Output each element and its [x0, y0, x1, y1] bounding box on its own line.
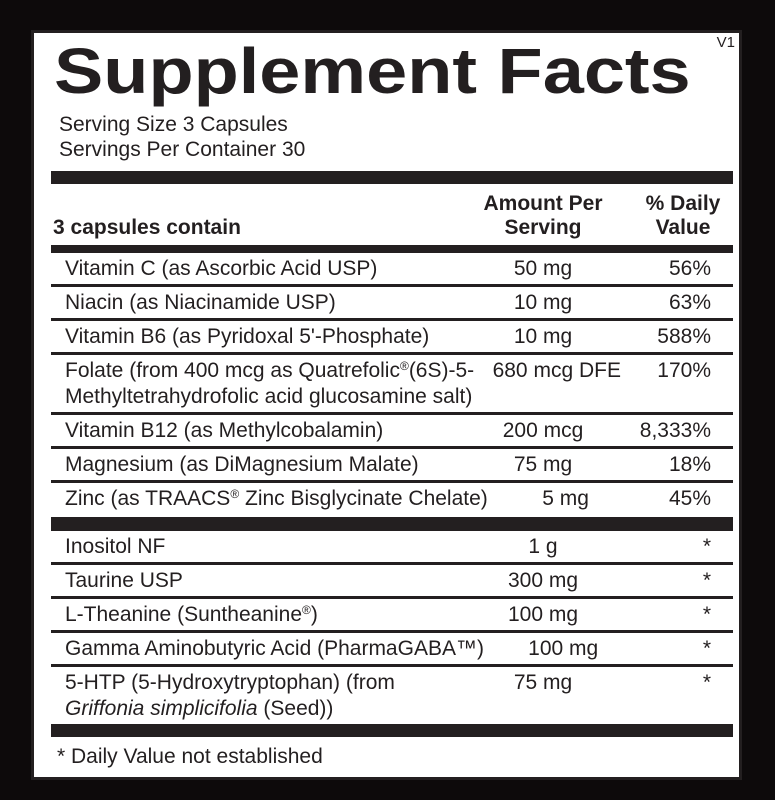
ingredient-name-cell: Vitamin B6 (as Pyridoxal 5'-Phosphate)	[51, 324, 453, 350]
ingredient-name-text: Folate (from 400 mcg as Quatrefolic	[65, 359, 400, 382]
table-row: Niacin (as Niacinamide USP) 10 mg 63%	[51, 287, 733, 321]
ingredient-name-text: Zinc (as TRAACS	[65, 487, 231, 510]
amount-per-serving-cell: 1 g	[528, 535, 558, 558]
trademark-symbol: ®	[302, 603, 311, 617]
vitamins-minerals-section: Vitamin C (as Ascorbic Acid USP) 50 mg 56%…	[51, 253, 733, 517]
ingredient-name-cell: Folate (from 400 mcg as Quatrefolic®(6S)…	[51, 358, 474, 410]
amount-per-serving-cell: 75 mg	[513, 453, 573, 476]
thick-divider-header	[51, 245, 733, 253]
header-amount-column: Amount Per Serving	[483, 192, 603, 239]
ingredient-name-cell: Vitamin B12 (as Methylcobalamin)	[51, 418, 453, 444]
daily-value-cell: 170%	[657, 359, 711, 382]
header-ingredients-column: 3 capsules contain	[53, 216, 241, 239]
servings-per-container-text: Servings Per Container 30	[59, 138, 306, 161]
table-row: Vitamin C (as Ascorbic Acid USP) 50 mg 56%	[51, 253, 733, 287]
ingredient-name-cell: Magnesium (as DiMagnesium Malate)	[51, 452, 453, 478]
daily-value-cell: *	[702, 671, 711, 694]
ingredient-name-text: (6S)-5-	[408, 359, 475, 382]
ingredient-name-cell: Vitamin C (as Ascorbic Acid USP)	[51, 256, 453, 282]
amount-per-serving-cell: 5 mg	[542, 487, 589, 510]
panel-content: V1 Supplement Facts Serving Size 3 Capsu…	[34, 33, 739, 777]
ingredient-name-cell: 5-HTP (5-Hydroxytryptophan) (from Griffon…	[51, 670, 453, 722]
ingredient-name-text: Vitamin B6 (as Pyridoxal 5'-Phosphate)	[65, 325, 430, 348]
ingredient-name-cell: L-Theanine (Suntheanine®)	[51, 602, 453, 628]
table-row: L-Theanine (Suntheanine®) 100 mg *	[51, 599, 733, 633]
ingredient-name-text: Zinc Bisglycinate Chelate)	[239, 487, 488, 510]
ingredient-name-text: Vitamin C (as Ascorbic Acid USP)	[65, 257, 378, 280]
daily-value-cell: 18%	[668, 453, 711, 476]
ingredient-name-text: Niacin (as Niacinamide USP)	[65, 291, 336, 314]
daily-value-cell: *	[702, 603, 711, 626]
table-row: Vitamin B12 (as Methylcobalamin) 200 mcg 8…	[51, 415, 733, 449]
ingredient-name-text: Vitamin B12 (as Methylcobalamin)	[65, 419, 384, 442]
other-ingredients-section: Inositol NF 1 g * Taurine USP 300 mg * L-Thean…	[51, 531, 733, 724]
daily-value-cell: *	[702, 535, 711, 558]
ingredient-name-text: Inositol NF	[65, 535, 166, 558]
daily-value-cell: 588%	[657, 325, 711, 348]
table-row: Vitamin B6 (as Pyridoxal 5'-Phosphate) 10…	[51, 321, 733, 355]
daily-value-cell: 8,333%	[639, 419, 711, 442]
thick-divider-bottom	[51, 724, 733, 737]
daily-value-cell: 63%	[668, 291, 711, 314]
serving-size-text: Serving Size 3 Capsules	[59, 113, 288, 136]
amount-per-serving-cell: 10 mg	[513, 291, 573, 314]
amount-per-serving-cell: 100 mg	[507, 603, 579, 626]
amount-per-serving-cell: 200 mcg	[502, 419, 584, 442]
ingredient-name-text: )	[310, 603, 318, 626]
amount-per-serving-cell: 680 mcg DFE	[492, 359, 621, 382]
serving-info: Serving Size 3 Capsules Servings Per Con…	[59, 112, 733, 162]
ingredient-name-text: Magnesium (as DiMagnesium Malate)	[65, 453, 419, 476]
ingredient-name-text: Methyltetrahydrofolic acid glucosamine s…	[65, 385, 473, 408]
ingredient-name-cell: Inositol NF	[51, 534, 453, 560]
amount-per-serving-cell: 100 mg	[528, 637, 599, 660]
amount-per-serving-cell: 75 mg	[513, 671, 573, 694]
ingredient-name-text: 5-HTP (5-Hydroxytryptophan) (from	[65, 671, 395, 694]
ingredient-name-text: Gamma Aminobutyric Acid (PharmaGABA™)	[65, 637, 484, 660]
table-row: 5-HTP (5-Hydroxytryptophan) (from Griffon…	[51, 667, 733, 724]
table-row: Zinc (as TRAACS® Zinc Bisglycinate Chela…	[51, 483, 733, 517]
ingredient-name-cell: Niacin (as Niacinamide USP)	[51, 290, 453, 316]
ingredient-name-text: Taurine USP	[65, 569, 183, 592]
thick-divider-middle	[51, 517, 733, 531]
amount-per-serving-cell: 300 mg	[507, 569, 579, 592]
daily-value-cell: *	[702, 569, 711, 592]
ingredient-name-text: L-Theanine (Suntheanine	[65, 603, 303, 626]
amount-per-serving-cell: 50 mg	[513, 257, 573, 280]
trademark-symbol: ®	[399, 359, 409, 373]
supplement-facts-panel: V1 Supplement Facts Serving Size 3 Capsu…	[31, 30, 742, 780]
amount-per-serving-cell: 10 mg	[513, 325, 573, 348]
daily-value-cell: *	[702, 637, 711, 660]
title-row: Supplement Facts	[51, 33, 733, 105]
thick-divider-top	[51, 171, 733, 184]
daily-value-footnote: * Daily Value not established	[57, 745, 323, 768]
table-row: Taurine USP 300 mg *	[51, 565, 733, 599]
version-tag: V1	[716, 34, 735, 51]
table-row: Folate (from 400 mcg as Quatrefolic®(6S)…	[51, 355, 733, 415]
table-header: 3 capsules contain Amount Per Serving % …	[51, 184, 733, 245]
ingredient-name-text: Griffonia simplicifolia	[65, 697, 258, 720]
header-daily-value-column: % Daily Value	[645, 192, 721, 239]
table-row: Gamma Aminobutyric Acid (PharmaGABA™) 100…	[51, 633, 733, 667]
daily-value-cell: 45%	[668, 487, 711, 510]
ingredient-name-cell: Taurine USP	[51, 568, 453, 594]
ingredient-name-cell: Gamma Aminobutyric Acid (PharmaGABA™)	[51, 636, 484, 662]
table-row: Inositol NF 1 g *	[51, 531, 733, 565]
ingredient-name-text: (Seed))	[257, 697, 334, 720]
ingredient-name-cell: Zinc (as TRAACS® Zinc Bisglycinate Chela…	[51, 486, 488, 512]
table-row: Magnesium (as DiMagnesium Malate) 75 mg 18…	[51, 449, 733, 483]
page-title: Supplement Facts	[54, 35, 691, 107]
daily-value-cell: 56%	[668, 257, 711, 280]
trademark-symbol: ®	[230, 487, 240, 501]
